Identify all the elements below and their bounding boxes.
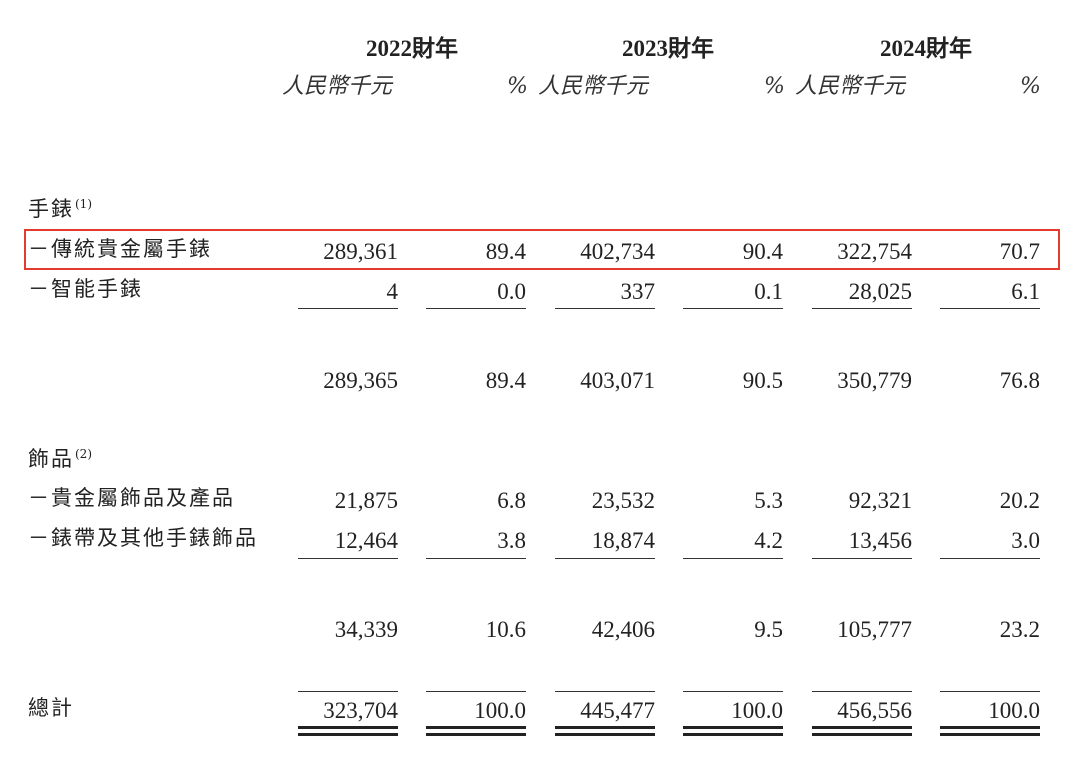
cell-value: 6.8 — [497, 488, 526, 513]
total-top-rule — [940, 691, 1040, 692]
unit-amount-2023: 人民幣千元 — [538, 74, 649, 99]
cell-value: 402,734 — [580, 239, 655, 264]
total-top-rule — [298, 691, 398, 692]
cell-value: 6.1 — [1011, 279, 1040, 304]
unit-pct-2023: % — [764, 74, 785, 99]
total-double-rule — [940, 733, 1040, 736]
cell-value: 13,456 — [848, 528, 912, 553]
total-top-rule — [555, 691, 655, 692]
cell-value: 23,532 — [591, 488, 655, 513]
subtotal-rule — [555, 558, 655, 559]
row-label: －智能手錶 — [28, 277, 143, 301]
cell-value: 456,556 — [837, 698, 912, 723]
cell-value: 12,464 — [334, 528, 398, 553]
cell-value: 3.8 — [497, 528, 526, 553]
subtotal-rule — [298, 558, 398, 559]
cell-value: 90.5 — [742, 368, 783, 393]
total-double-rule — [812, 726, 912, 729]
total-double-rule — [298, 733, 398, 736]
cell-value: 337 — [620, 279, 656, 304]
subtotal-rule — [683, 558, 783, 559]
cell-value: 9.5 — [754, 617, 783, 642]
footnote-marker: (1) — [75, 197, 92, 211]
year-header-2023: 2023財年 — [622, 36, 714, 61]
total-top-rule — [426, 691, 526, 692]
cell-value: 3.0 — [1011, 528, 1040, 553]
cell-value: 100.0 — [474, 698, 526, 723]
cell-value: 350,779 — [837, 368, 912, 393]
cell-value: 42,406 — [591, 617, 655, 642]
total-double-rule — [298, 726, 398, 729]
cell-value: 23.2 — [999, 617, 1040, 642]
unit-pct-2022: % — [507, 74, 528, 99]
unit-amount-2022: 人民幣千元 — [282, 74, 393, 99]
section-label-accessories: 飾品(2) — [28, 447, 92, 471]
cell-value: 445,477 — [580, 698, 655, 723]
cell-value: 289,361 — [323, 239, 398, 264]
total-double-rule — [940, 726, 1040, 729]
subtotal-rule — [812, 558, 912, 559]
subtotal-rule — [812, 308, 912, 309]
subtotal-rule — [426, 308, 526, 309]
total-double-rule — [555, 733, 655, 736]
row-label: －傳統貴金屬手錶 — [28, 237, 212, 261]
cell-value: 21,875 — [334, 488, 398, 513]
total-top-rule — [812, 691, 912, 692]
subtotal-rule — [298, 308, 398, 309]
cell-value: 4.2 — [754, 528, 783, 553]
total-double-rule — [555, 726, 655, 729]
cell-value: 0.1 — [754, 279, 783, 304]
subtotal-rule — [940, 308, 1040, 309]
cell-value: 76.8 — [999, 368, 1040, 393]
cell-value: 323,704 — [323, 698, 398, 723]
cell-value: 20.2 — [999, 488, 1040, 513]
total-double-rule — [426, 733, 526, 736]
row-label: －貴金屬飾品及產品 — [28, 486, 235, 510]
cell-value: 403,071 — [580, 368, 655, 393]
cell-value: 0.0 — [497, 279, 526, 304]
cell-value: 90.4 — [742, 239, 783, 264]
cell-value: 105,777 — [837, 617, 912, 642]
cell-value: 89.4 — [485, 368, 526, 393]
cell-value: 34,339 — [334, 617, 398, 642]
unit-pct-2024: % — [1020, 74, 1041, 99]
row-label: －錶帶及其他手錶飾品 — [28, 526, 258, 550]
cell-value: 289,365 — [323, 368, 398, 393]
cell-value: 4 — [386, 279, 399, 304]
cell-value: 92,321 — [848, 488, 912, 513]
total-top-rule — [683, 691, 783, 692]
section-label-watches: 手錶(1) — [28, 197, 92, 221]
cell-value: 5.3 — [754, 488, 783, 513]
cell-value: 28,025 — [848, 279, 912, 304]
subtotal-rule — [940, 558, 1040, 559]
row-label-total: 總計 — [28, 696, 74, 720]
cell-value: 10.6 — [485, 617, 526, 642]
total-double-rule — [683, 726, 783, 729]
cell-value: 70.7 — [999, 239, 1040, 264]
cell-value: 100.0 — [731, 698, 783, 723]
year-header-2024: 2024財年 — [880, 36, 972, 61]
subtotal-rule — [555, 308, 655, 309]
subtotal-rule — [426, 558, 526, 559]
cell-value: 18,874 — [591, 528, 655, 553]
cell-value: 322,754 — [837, 239, 912, 264]
subtotal-rule — [683, 308, 783, 309]
cell-value: 89.4 — [485, 239, 526, 264]
highlight-box — [24, 229, 1060, 270]
cell-value: 100.0 — [988, 698, 1040, 723]
total-double-rule — [426, 726, 526, 729]
total-double-rule — [812, 733, 912, 736]
footnote-marker: (2) — [75, 447, 92, 461]
total-double-rule — [683, 733, 783, 736]
year-header-2022: 2022財年 — [366, 36, 458, 61]
unit-amount-2024: 人民幣千元 — [795, 74, 906, 99]
